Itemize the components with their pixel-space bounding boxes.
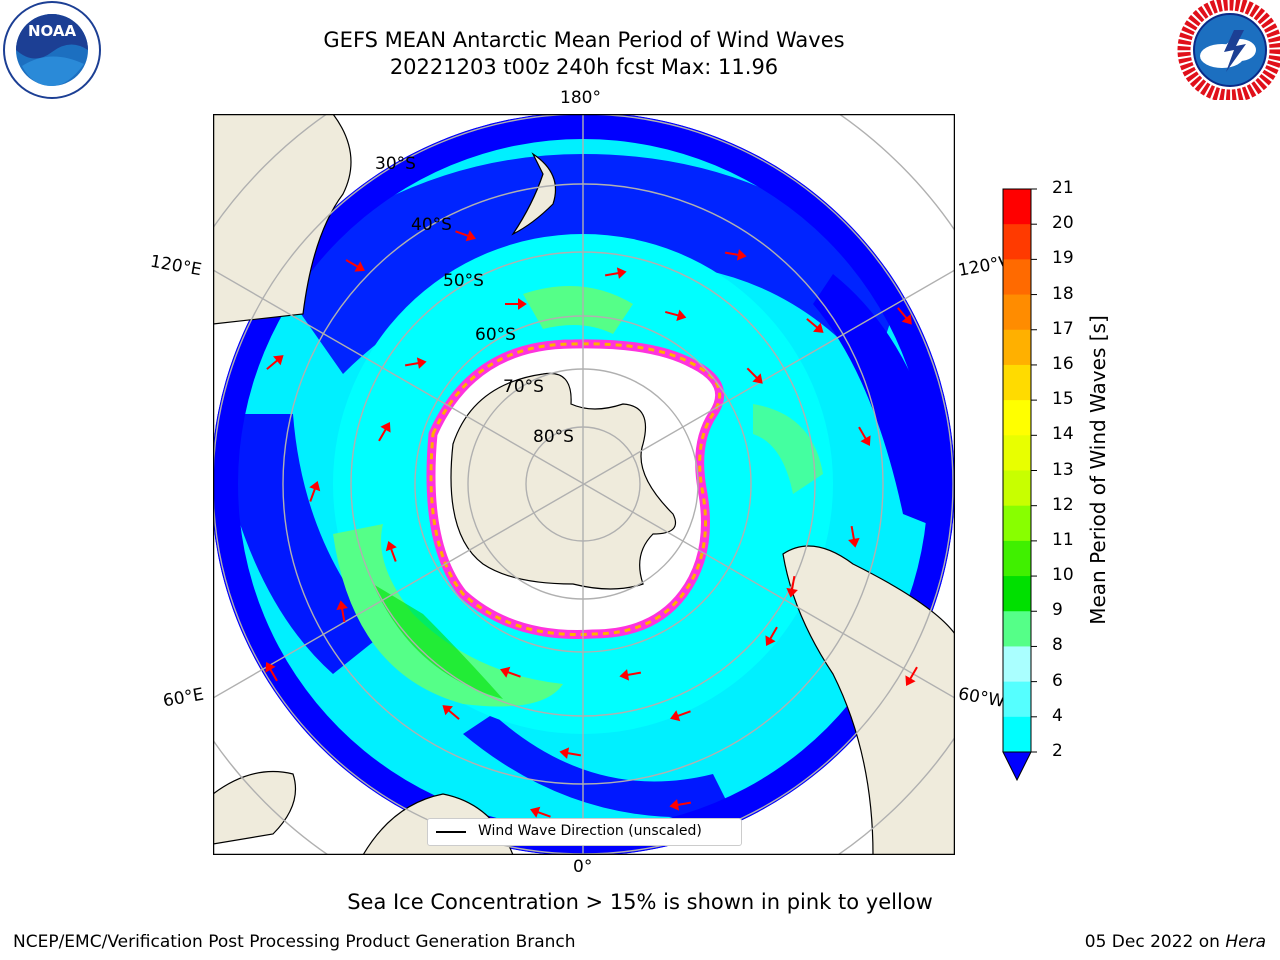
colorbar-swatch: [1003, 294, 1031, 331]
green-period-band: [333, 524, 563, 707]
colorbar-tick-label: 2: [1052, 741, 1063, 761]
lat-label-30s: 30°S: [375, 154, 416, 174]
colorbar-tick-label: 14: [1052, 424, 1074, 445]
colorbar-tick-label: 12: [1052, 494, 1074, 515]
colorbar-tick-label: 18: [1052, 283, 1074, 304]
colorbar-tick-label: 6: [1052, 670, 1063, 691]
colorbar-swatch: [1003, 505, 1031, 542]
lon-label-180: 180°: [560, 88, 601, 108]
colorbar-tick-label: 19: [1052, 248, 1074, 269]
nws-logo: [1177, 0, 1280, 100]
land-new-zealand: [511, 152, 557, 236]
colorbar-tick-label: 10: [1052, 565, 1074, 586]
footer-host: Hera: [1225, 932, 1266, 952]
colorbar-swatch: [1003, 435, 1031, 471]
map-subtitle: 20221203 t00z 240h fcst Max: 11.96: [389, 55, 779, 79]
legend-label: Wind Wave Direction (unscaled): [478, 823, 702, 839]
colorbar-swatch: [1003, 611, 1031, 647]
sea-ice-caption: Sea Ice Concentration > 15% is shown in …: [347, 890, 933, 914]
legend-line-swatch: [436, 831, 466, 833]
polar-map: 30°S 40°S 50°S 60°S 70°S 80°S: [213, 114, 955, 855]
wind-wave-arrows: [265, 230, 918, 818]
noaa-logo: NOAA: [3, 1, 101, 99]
colorbar-tick-label: 20: [1052, 213, 1074, 234]
colorbar-swatch: [1003, 716, 1031, 753]
map-legend: Wind Wave Direction (unscaled): [427, 818, 742, 846]
colorbar-extend-arrow: [1002, 751, 1032, 782]
map-title: GEFS MEAN Antarctic Mean Period of Wind …: [323, 28, 845, 52]
colorbar-swatch: [1003, 540, 1031, 577]
colorbar-tick-label: 21: [1052, 178, 1074, 198]
lon-label-60e: 60°E: [161, 684, 206, 712]
colorbar-label: Mean Period of Wind Waves [s]: [1086, 315, 1110, 625]
colorbar-swatch: [1003, 189, 1031, 225]
footer-date: 05 Dec 2022 on Hera: [1085, 932, 1266, 952]
colorbar-tick-label: 15: [1052, 389, 1074, 410]
colorbar-tick-label: 8: [1052, 635, 1063, 656]
colorbar-swatch: [1003, 646, 1031, 683]
colorbar: [1002, 188, 1037, 782]
footer-credit: NCEP/EMC/Verification Post Processing Pr…: [13, 932, 576, 952]
colorbar-tick-label: 17: [1052, 318, 1074, 339]
lon-label-0: 0°: [573, 857, 593, 877]
lat-label-80s: 80°S: [533, 427, 574, 447]
colorbar-tick-label: 16: [1052, 353, 1074, 374]
colorbar-swatch: [1003, 364, 1031, 401]
colorbar-tick-label: 13: [1052, 459, 1074, 480]
land-madagascar: [213, 770, 297, 845]
land-australia: [213, 114, 352, 325]
lat-label-70s: 70°S: [503, 377, 544, 397]
lat-label-40s: 40°S: [411, 215, 452, 235]
lat-label-50s: 50°S: [443, 271, 484, 291]
colorbar-swatch: [1003, 224, 1031, 260]
lon-label-120e: 120°E: [148, 251, 204, 281]
footer-date-text: 05 Dec 2022 on: [1084, 932, 1220, 952]
colorbar-swatches: [1003, 189, 1031, 753]
colorbar-swatch: [1003, 681, 1031, 718]
colorbar-swatch: [1003, 329, 1031, 366]
colorbar-tick-label: 4: [1052, 705, 1063, 726]
colorbar-tick-labels: 21 20 19 18 17 16 15 14 13 12 11 10 9 8 6 4 2: [1052, 178, 1112, 786]
lat-label-60s: 60°S: [475, 325, 516, 345]
colorbar-tick-label: 9: [1052, 600, 1063, 621]
colorbar-swatch: [1003, 400, 1031, 436]
colorbar-swatch: [1003, 259, 1031, 296]
antarctica: [450, 372, 677, 590]
lon-label-60w: 60°W: [956, 684, 1007, 712]
colorbar-swatch: [1003, 470, 1031, 507]
colorbar-swatch: [1003, 576, 1031, 612]
noaa-logo-text: NOAA: [28, 22, 77, 40]
colorbar-tick-label: 11: [1052, 529, 1074, 550]
